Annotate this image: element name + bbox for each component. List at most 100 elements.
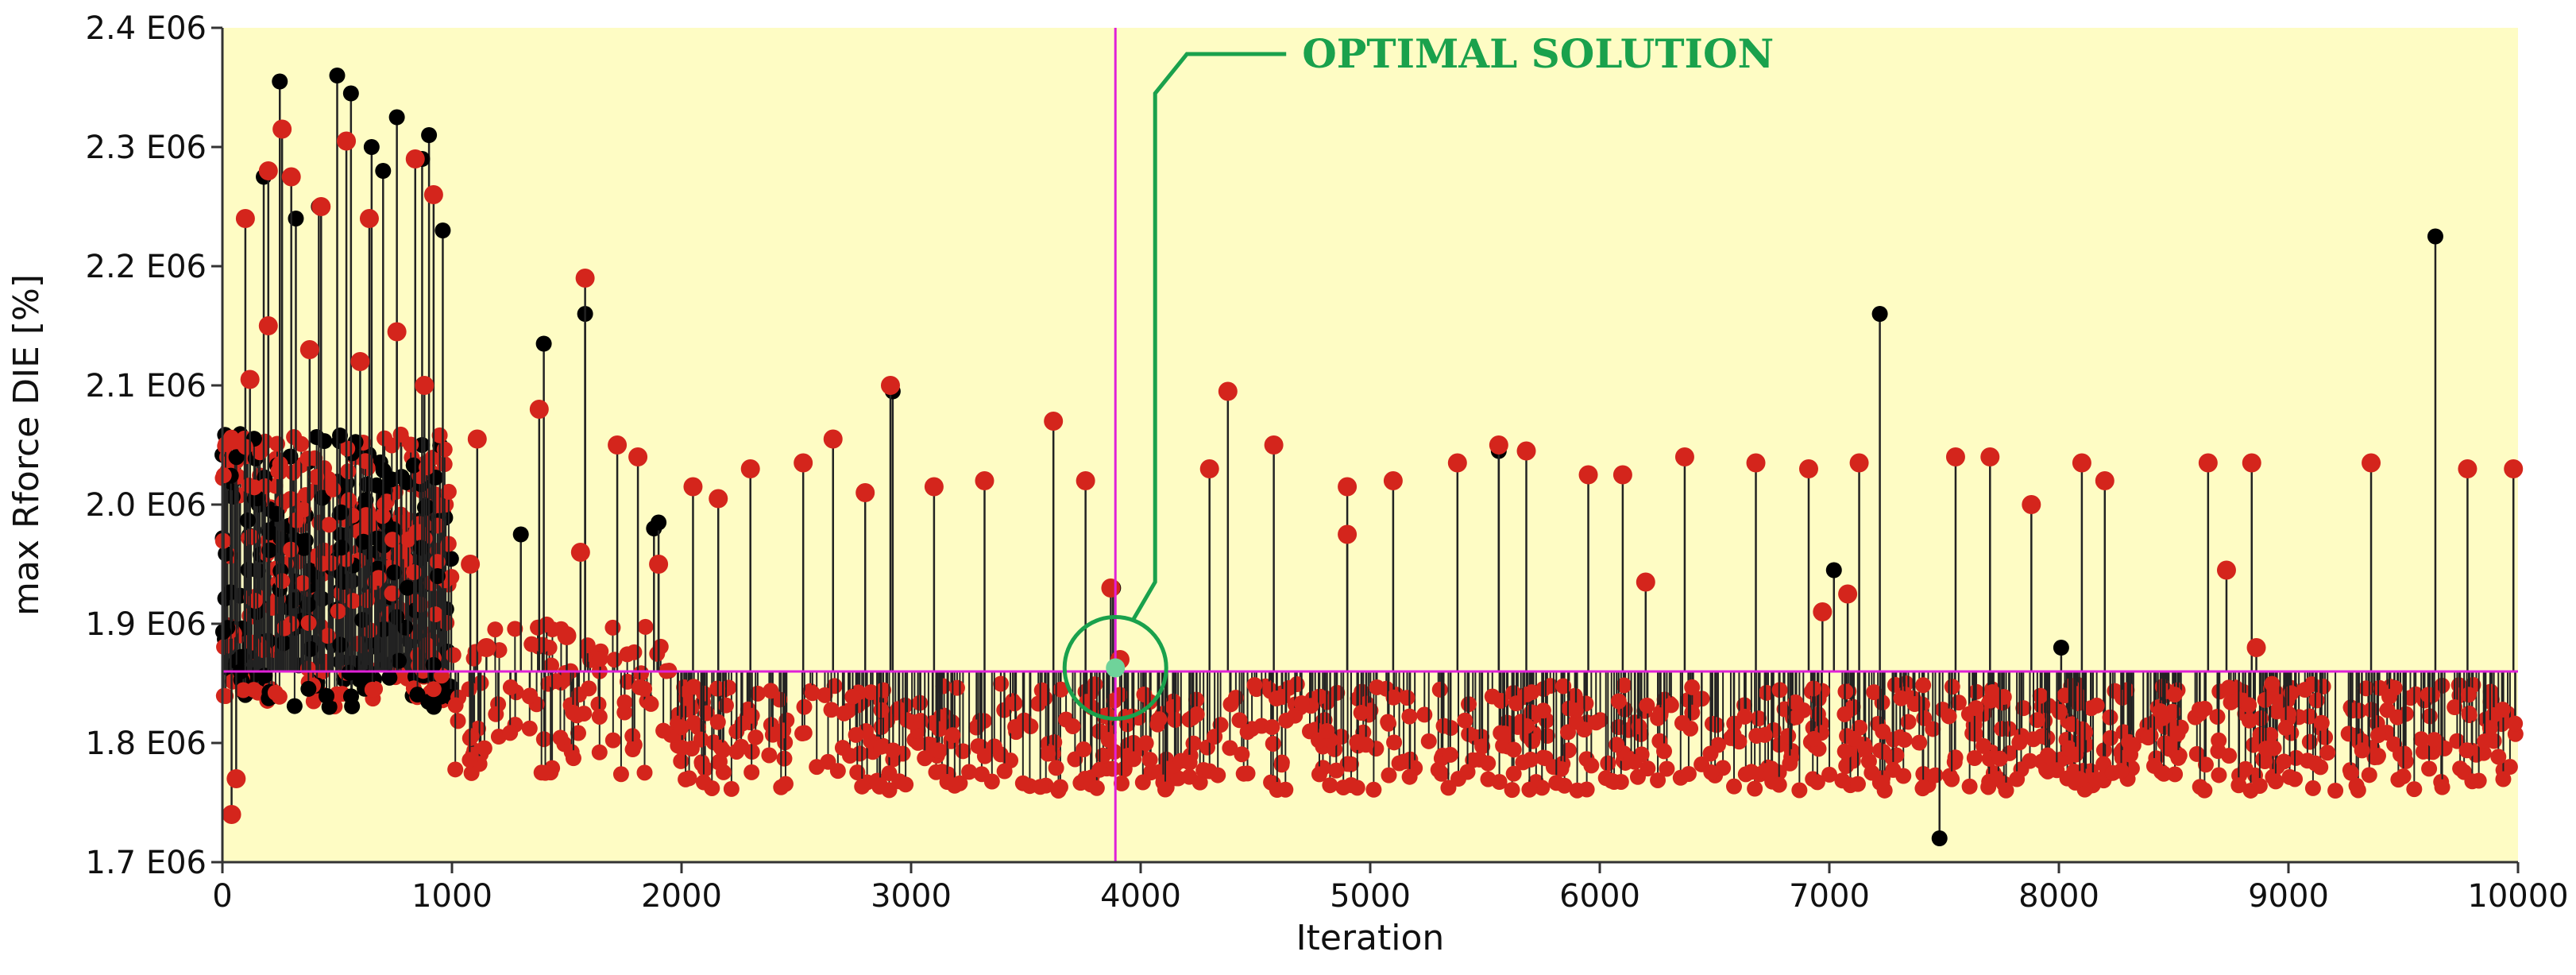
x-tick-label: 8000 [2018,878,2099,915]
data-point [1141,752,1158,768]
data-point [619,673,635,690]
data-point [1440,780,1457,796]
data-point [1273,754,1290,771]
data-point [939,774,956,791]
data-point [1113,775,1130,791]
data-point [2029,712,2045,729]
data-point [1014,775,1031,791]
data-point [535,731,552,748]
data-point [1349,780,1365,796]
series-black-point [375,163,392,179]
data-point [863,684,879,701]
data-point [2237,760,2254,777]
data-point [592,651,608,667]
data-point [678,771,694,787]
data-point [591,708,608,725]
data-point [386,564,403,581]
series-red-point [1489,435,1508,455]
data-point [1048,760,1064,776]
x-tick-label: 3000 [871,878,952,915]
data-point [1484,688,1500,705]
data-point [1702,745,1719,762]
data-point [1821,766,1838,783]
data-point [2304,780,2321,796]
data-point [381,669,398,686]
data-point [948,679,965,696]
data-point [834,740,851,756]
data-point [1659,760,1675,777]
data-point [2068,746,2084,763]
data-point [1435,718,1452,734]
data-point [2494,702,2511,718]
data-point [1995,689,2012,706]
data-point [1885,761,1902,778]
data-point [276,620,292,636]
data-point [1616,677,1632,694]
series-red-point [387,322,407,342]
y-tick-label: 1.8 E06 [86,725,207,762]
series-red-point [1578,465,1598,485]
data-point [686,679,702,695]
data-point [1518,718,1535,734]
data-point [1212,717,1229,733]
data-point [1515,754,1531,771]
data-point [1385,689,1402,706]
data-point [1524,733,1541,749]
data-point [1369,679,1385,695]
data-point [1866,684,1883,701]
data-point [419,459,435,476]
data-point [1181,768,1198,785]
series-red-point [2216,560,2236,580]
y-tick-label: 2.1 E06 [86,368,207,404]
data-point [1555,678,1572,694]
data-point [817,687,833,703]
series-black-point [512,526,529,543]
data-point [1846,730,1863,747]
series-red-point [2242,453,2261,473]
data-point [340,463,357,480]
series-red-point [258,316,278,335]
data-point [462,752,478,768]
data-point [590,696,607,713]
data-point [604,619,621,636]
series-black-point [363,139,380,155]
series-red-point [1447,453,1467,473]
data-point [2102,729,2118,746]
data-point [709,714,726,730]
data-point [1278,712,1295,729]
data-point [450,713,466,729]
data-point [1399,690,1415,706]
data-point [619,646,635,663]
data-point [341,492,357,509]
data-point [1268,691,1284,707]
data-point [2188,745,2205,762]
data-point [325,481,342,497]
series-red-point [350,352,370,371]
data-point [849,764,866,780]
data-point [1631,718,1647,735]
series-red-point [1798,459,1818,478]
data-point [2361,767,2377,783]
series-red-point [423,185,443,204]
annotation-label: OPTIMAL SOLUTION [1302,30,1774,77]
x-tick-label: 10000 [2467,878,2568,915]
data-point [2501,759,2518,776]
data-point [673,719,689,736]
data-point [1991,750,2008,767]
data-point [565,750,581,767]
data-point [530,619,546,636]
data-point [436,441,453,458]
data-point [1639,697,1655,714]
data-point [319,687,335,704]
data-point [1126,751,1142,768]
series-black-point [388,109,405,126]
series-black-point [1825,562,1842,578]
data-point [1674,714,1690,731]
data-point [2452,760,2469,777]
x-tick-label: 4000 [1100,878,1181,915]
data-point [1134,774,1151,791]
series-red-point [924,477,944,497]
series-red-point [2504,459,2524,478]
series-black-point [535,335,552,352]
data-point [1416,706,1433,723]
